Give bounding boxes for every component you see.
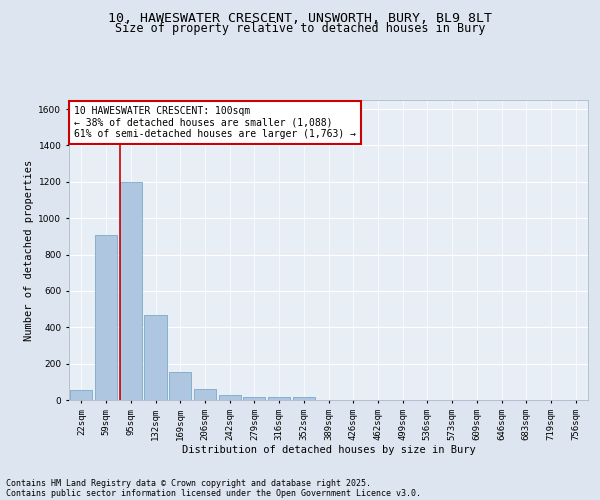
Bar — [70, 390, 92, 400]
Text: Size of property relative to detached houses in Bury: Size of property relative to detached ho… — [115, 22, 485, 35]
Bar — [169, 372, 191, 400]
Bar — [95, 234, 117, 400]
Bar — [268, 398, 290, 400]
Bar — [293, 398, 315, 400]
Y-axis label: Number of detached properties: Number of detached properties — [24, 160, 34, 340]
Bar — [218, 395, 241, 400]
Bar — [194, 388, 216, 400]
Text: 10 HAWESWATER CRESCENT: 100sqm
← 38% of detached houses are smaller (1,088)
61% : 10 HAWESWATER CRESCENT: 100sqm ← 38% of … — [74, 106, 356, 139]
Bar — [145, 314, 167, 400]
Text: Contains HM Land Registry data © Crown copyright and database right 2025.: Contains HM Land Registry data © Crown c… — [6, 478, 371, 488]
X-axis label: Distribution of detached houses by size in Bury: Distribution of detached houses by size … — [182, 446, 475, 456]
Text: 10, HAWESWATER CRESCENT, UNSWORTH, BURY, BL9 8LT: 10, HAWESWATER CRESCENT, UNSWORTH, BURY,… — [108, 12, 492, 26]
Bar — [119, 182, 142, 400]
Text: Contains public sector information licensed under the Open Government Licence v3: Contains public sector information licen… — [6, 488, 421, 498]
Bar — [243, 396, 265, 400]
